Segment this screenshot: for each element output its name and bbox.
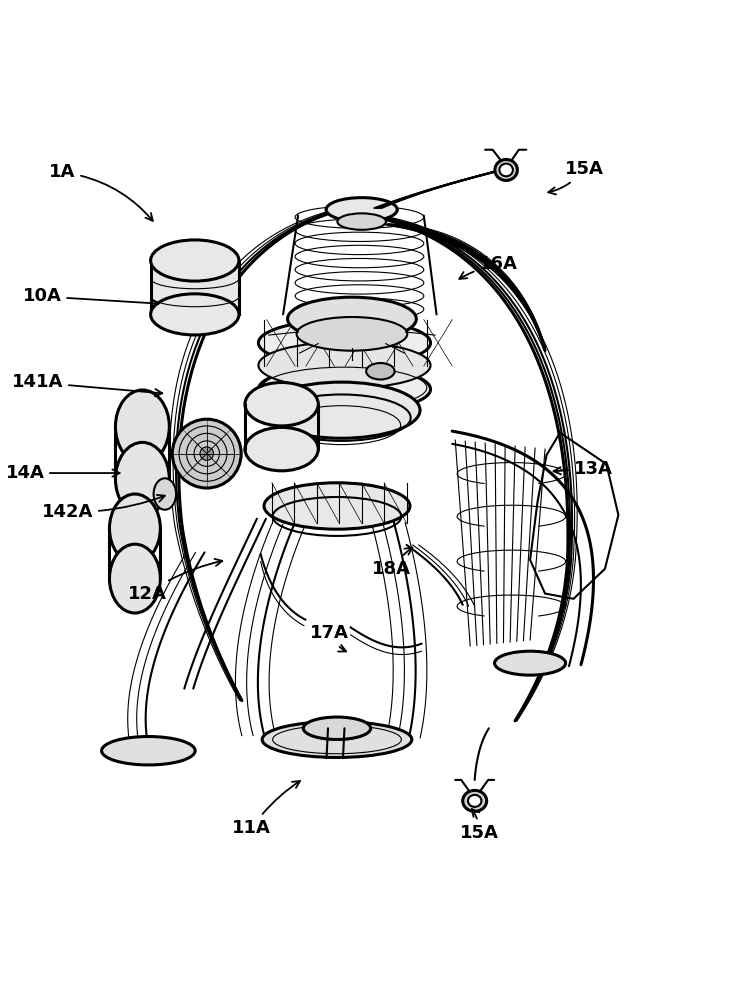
Ellipse shape [495,159,517,180]
FancyBboxPatch shape [150,261,239,314]
Ellipse shape [337,213,386,230]
Text: 16A: 16A [460,255,518,279]
Ellipse shape [259,320,430,366]
Text: 13A: 13A [553,460,613,478]
Ellipse shape [326,198,397,222]
Text: 141A: 141A [12,373,163,396]
Ellipse shape [263,382,420,438]
Ellipse shape [463,790,487,811]
Text: 10A: 10A [23,287,159,307]
Ellipse shape [116,442,169,516]
Text: 142A: 142A [42,495,165,521]
Text: 14A: 14A [5,464,119,482]
Ellipse shape [262,722,412,757]
Text: 11A: 11A [232,781,300,837]
Ellipse shape [245,382,318,426]
Ellipse shape [468,795,482,807]
Ellipse shape [296,317,407,351]
Text: 1A: 1A [49,163,153,221]
Ellipse shape [287,297,417,341]
Ellipse shape [116,390,169,463]
Ellipse shape [150,240,239,281]
Ellipse shape [153,478,176,510]
Ellipse shape [303,717,370,739]
Ellipse shape [172,419,241,488]
Ellipse shape [366,363,395,380]
Text: 18A: 18A [372,548,412,578]
Text: 17A: 17A [310,624,349,652]
Ellipse shape [101,737,195,765]
Ellipse shape [259,342,430,388]
Ellipse shape [494,651,565,675]
Ellipse shape [150,294,239,335]
Ellipse shape [110,544,160,613]
Ellipse shape [245,427,318,471]
Ellipse shape [110,494,160,563]
Text: 15A: 15A [460,809,499,842]
Ellipse shape [264,483,410,529]
Ellipse shape [259,366,430,412]
Ellipse shape [500,164,513,176]
Text: 12A: 12A [128,559,222,603]
Ellipse shape [200,447,213,460]
Text: 15A: 15A [548,160,603,194]
